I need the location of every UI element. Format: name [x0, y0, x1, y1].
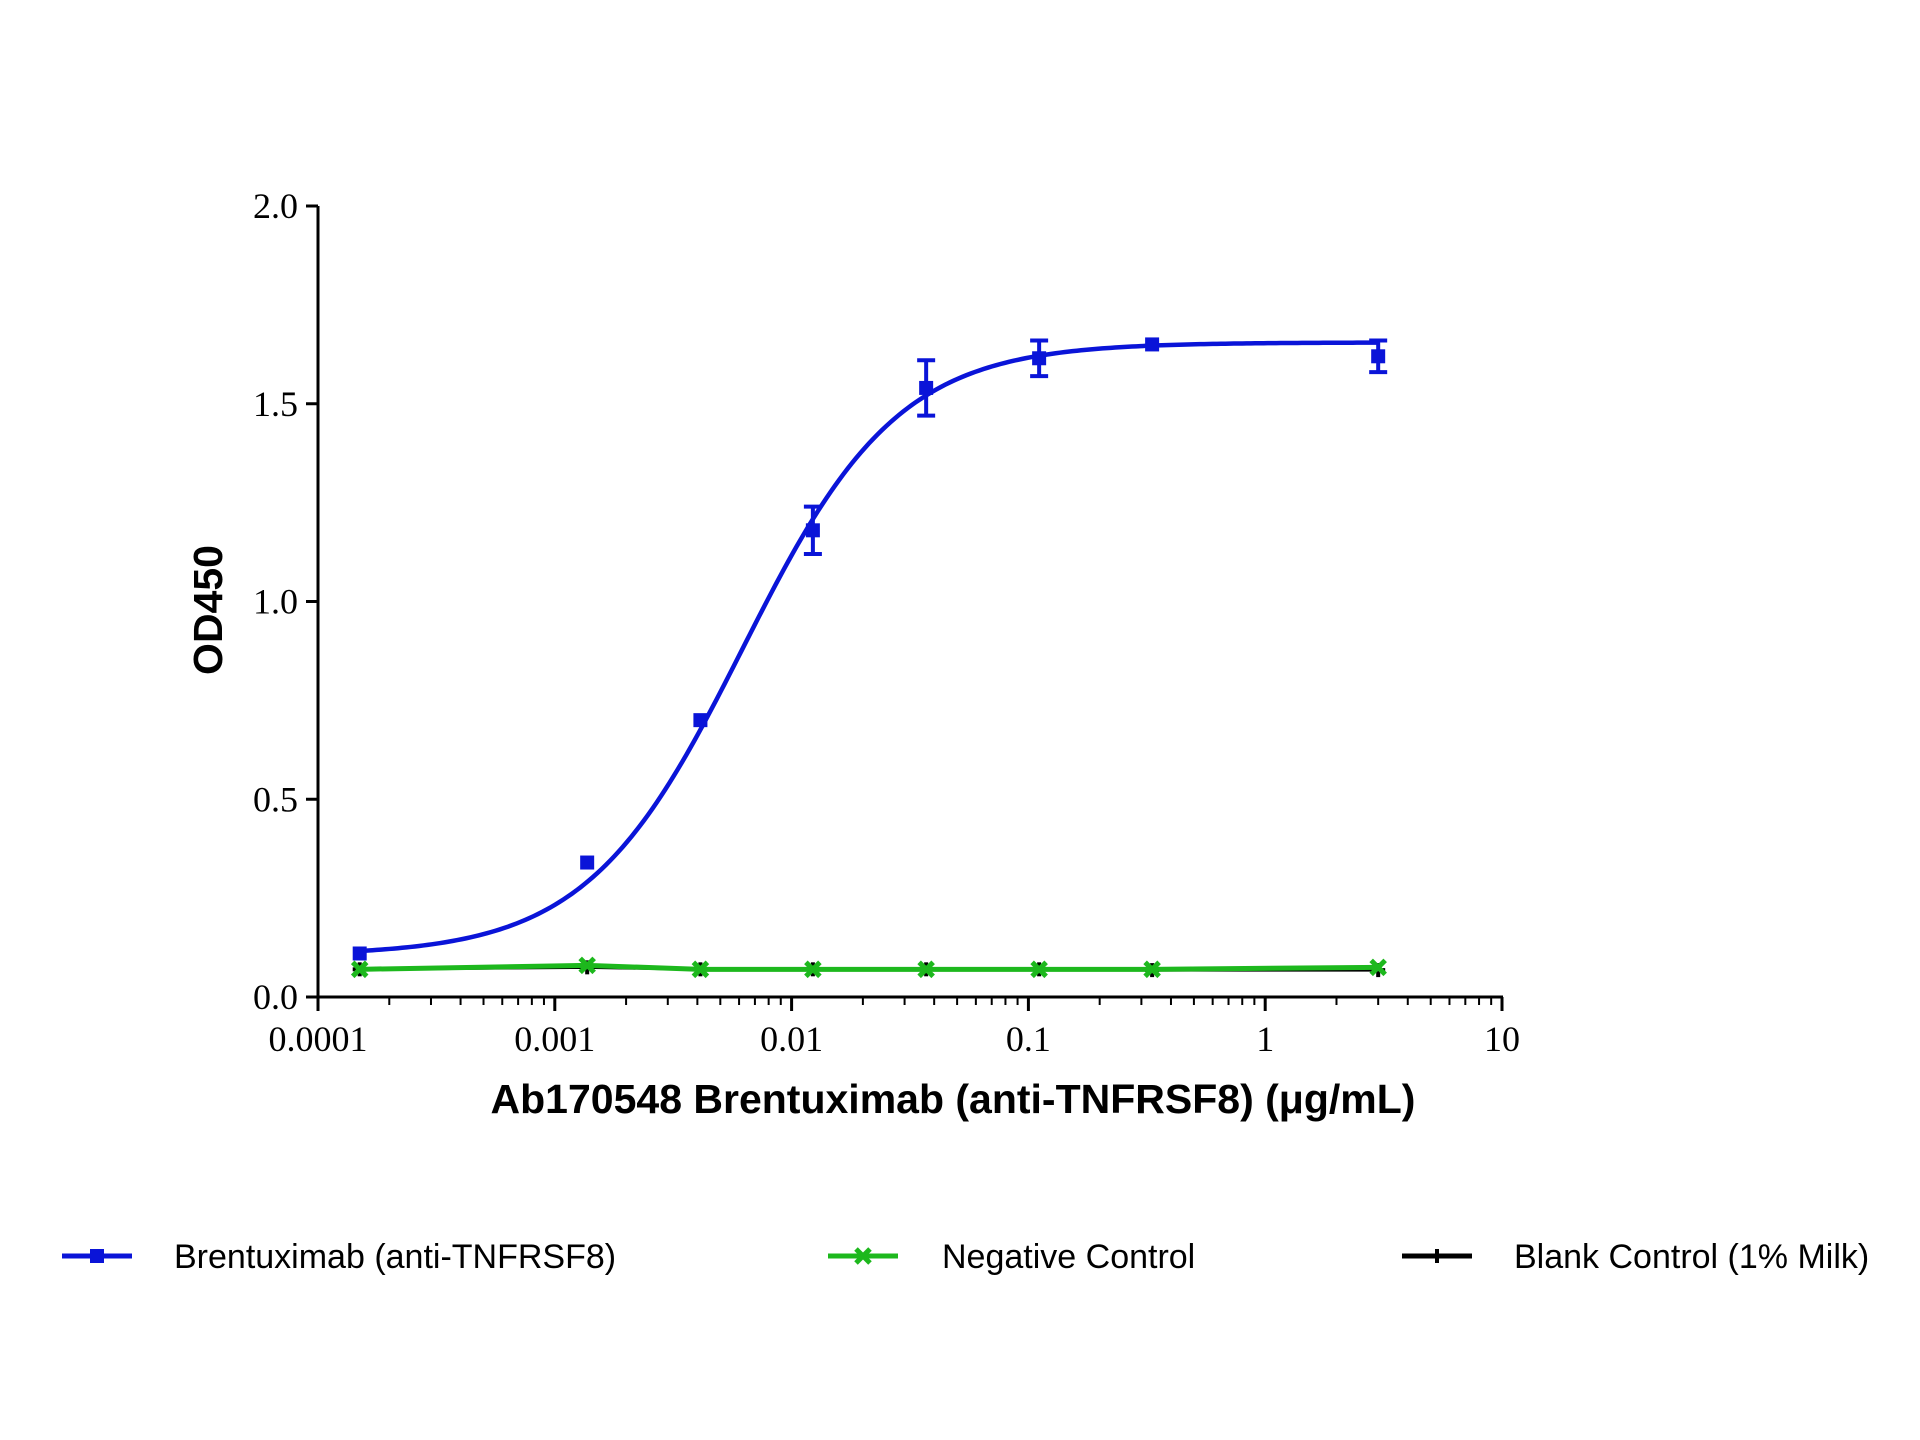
data-point-stroke	[854, 1247, 872, 1265]
y-axis-title: OD450	[185, 545, 231, 675]
y-tick-label: 0.0	[253, 977, 298, 1017]
x-tick-label: 0.0001	[269, 1019, 368, 1059]
series-line	[359, 962, 1379, 972]
data-point	[1369, 958, 1387, 977]
data-point	[1371, 349, 1386, 364]
data-point	[917, 960, 935, 979]
data-point	[693, 713, 708, 728]
data-point	[1145, 337, 1160, 352]
x-ticks: 0.0001 0.001 0.01 0.1 1 10	[269, 997, 1520, 1059]
series-negative-control	[350, 956, 1387, 979]
data-point	[90, 1249, 104, 1263]
data-point	[1143, 960, 1161, 979]
x-tick-label: 0.1	[1006, 1019, 1051, 1059]
data-point	[691, 960, 710, 979]
data-point	[1030, 960, 1048, 979]
data-point-stroke	[578, 956, 596, 975]
data-point-stroke	[350, 960, 369, 979]
series-brentuximab-anti-tnfrsf8	[352, 337, 1388, 961]
data-point	[854, 1247, 872, 1265]
data-point	[804, 960, 822, 979]
data-point-stroke	[804, 960, 822, 979]
axes: 0.0 0.5 1.0 1.5 2.0 0.0001 0.001 0.01 0.1 1 10	[253, 186, 1520, 1059]
y-tick-label: 1.5	[253, 384, 298, 424]
data-point	[805, 523, 820, 538]
y-ticks: 0.0 0.5 1.0 1.5 2.0	[253, 186, 318, 1017]
data-point-stroke	[691, 960, 710, 979]
legend-item: Brentuximab (anti-TNFRSF8)	[62, 1238, 616, 1276]
data-point-stroke	[1030, 960, 1048, 979]
x-tick-label: 0.001	[514, 1019, 595, 1059]
data-point	[352, 946, 367, 961]
legend: Brentuximab (anti-TNFRSF8) Negative Contr…	[62, 1238, 1869, 1276]
x-axis-title: Ab170548 Brentuximab (anti-TNFRSF8) (μg/…	[491, 1076, 1416, 1122]
x-tick-label: 10	[1484, 1019, 1520, 1059]
data-point	[1430, 1249, 1444, 1263]
data-point-stroke	[917, 960, 935, 979]
y-tick-label: 2.0	[253, 186, 298, 226]
legend-label: Blank Control (1% Milk)	[1514, 1238, 1869, 1276]
series-layer	[350, 337, 1388, 979]
legend-item: Negative Control	[828, 1238, 1195, 1276]
legend-label: Negative Control	[942, 1238, 1195, 1276]
data-point	[1032, 351, 1047, 366]
legend-item: Blank Control (1% Milk)	[1402, 1238, 1869, 1276]
data-point	[580, 855, 595, 870]
x-tick-label: 1	[1256, 1019, 1274, 1059]
data-point	[919, 380, 934, 395]
y-tick-label: 0.5	[253, 779, 298, 819]
x-tick-label: 0.01	[760, 1019, 823, 1059]
data-point	[578, 956, 596, 975]
data-point-stroke	[1143, 960, 1161, 979]
data-point-stroke	[1369, 958, 1387, 977]
fit-curve	[359, 340, 1379, 954]
y-tick-label: 1.0	[253, 582, 298, 622]
data-point	[350, 960, 369, 979]
legend-label: Brentuximab (anti-TNFRSF8)	[174, 1238, 616, 1276]
